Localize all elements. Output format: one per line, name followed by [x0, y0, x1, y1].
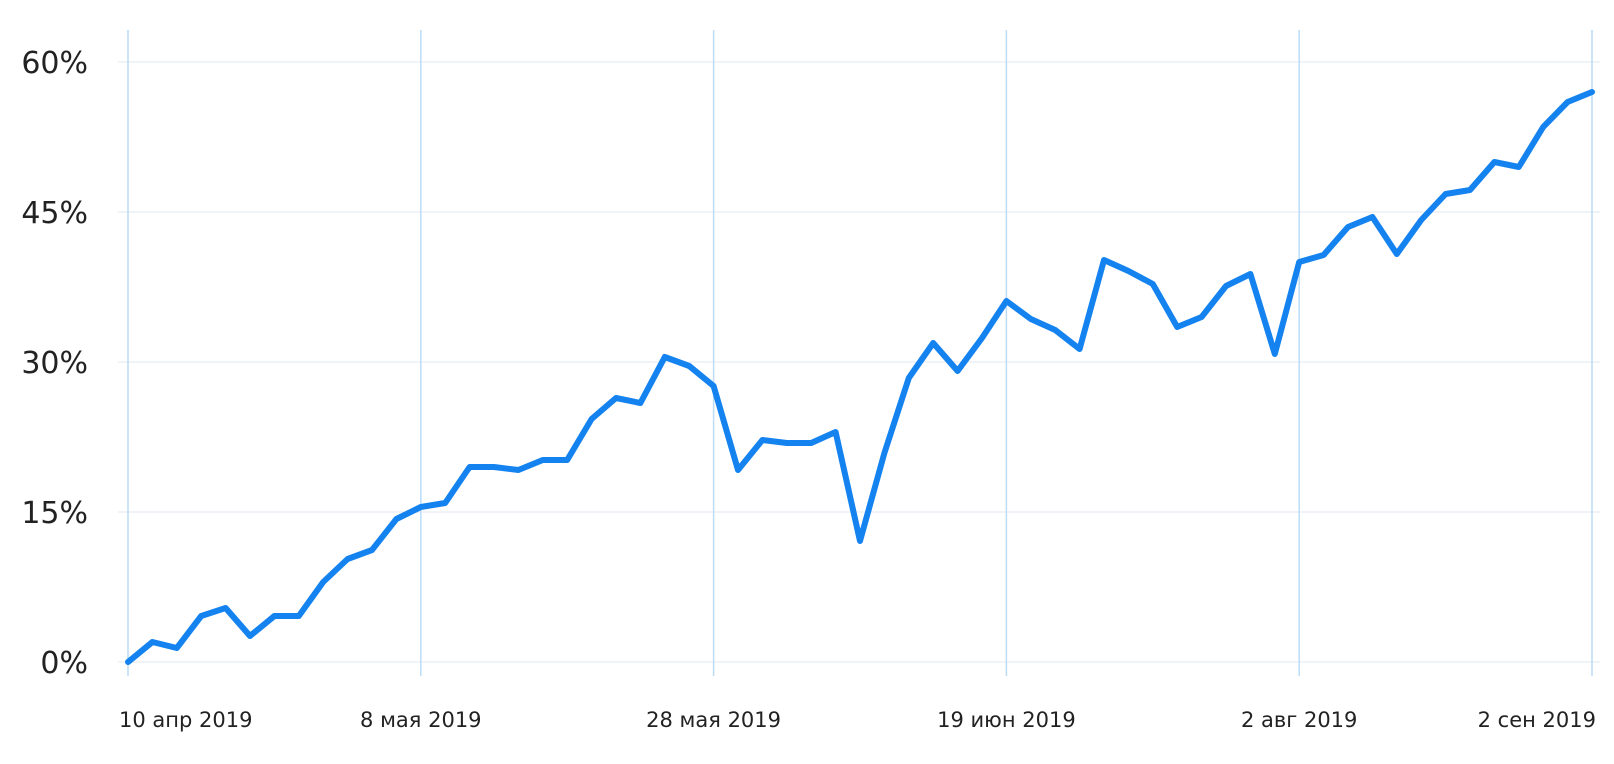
y-tick-label: 15% — [21, 496, 88, 531]
x-tick-label: 19 июн 2019 — [937, 708, 1076, 732]
x-axis-tick-labels: 10 апр 2019 8 мая 2019 28 мая 2019 19 июн 2… — [119, 708, 1596, 732]
x-tick-label: 2 авг 2019 — [1241, 708, 1357, 732]
x-tick-label: 8 мая 2019 — [360, 708, 482, 732]
horizontal-gridlines — [118, 61, 1600, 663]
y-tick-label: 45% — [21, 196, 88, 231]
x-tick-label: 28 мая 2019 — [646, 708, 781, 732]
x-tick-label: 2 сен 2019 — [1478, 708, 1596, 732]
y-axis-tick-labels: 0% 15% 30% 45% 60% — [21, 46, 88, 681]
y-tick-label: 30% — [21, 346, 88, 381]
y-tick-label: 60% — [21, 46, 88, 81]
vertical-gridlines — [127, 30, 1593, 676]
series-group — [125, 89, 1595, 665]
x-tick-label: 10 апр 2019 — [119, 708, 252, 732]
y-tick-label: 0% — [40, 646, 88, 681]
series-line — [125, 89, 1595, 665]
